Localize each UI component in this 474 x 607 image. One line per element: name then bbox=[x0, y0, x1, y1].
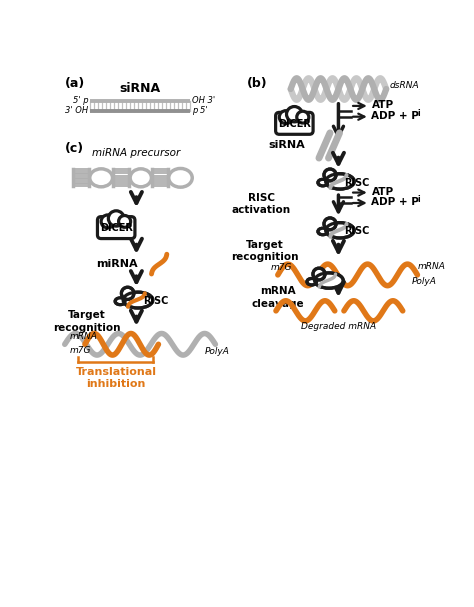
Text: miRNA precursor: miRNA precursor bbox=[92, 148, 181, 158]
Text: mRNA: mRNA bbox=[70, 331, 98, 341]
Ellipse shape bbox=[313, 274, 324, 284]
Ellipse shape bbox=[320, 178, 329, 185]
Circle shape bbox=[313, 268, 325, 280]
Circle shape bbox=[286, 107, 302, 122]
Ellipse shape bbox=[115, 298, 125, 305]
Ellipse shape bbox=[130, 169, 152, 187]
Ellipse shape bbox=[320, 228, 329, 234]
Ellipse shape bbox=[318, 228, 328, 235]
Text: siRNA: siRNA bbox=[269, 140, 305, 150]
Ellipse shape bbox=[90, 169, 112, 187]
Text: OH 3': OH 3' bbox=[192, 97, 215, 106]
Text: (a): (a) bbox=[65, 77, 85, 90]
Text: PolyA: PolyA bbox=[204, 347, 229, 356]
Text: dsRNA: dsRNA bbox=[390, 81, 419, 90]
Text: Target
recognition: Target recognition bbox=[53, 310, 120, 333]
Text: DICER: DICER bbox=[100, 223, 133, 233]
Text: p 5': p 5' bbox=[192, 106, 208, 115]
Ellipse shape bbox=[315, 273, 343, 288]
Text: DICER: DICER bbox=[278, 118, 311, 129]
Text: m7G: m7G bbox=[271, 263, 292, 272]
Text: ADP + P: ADP + P bbox=[372, 111, 419, 121]
Text: i: i bbox=[418, 109, 420, 118]
Text: (b): (b) bbox=[246, 77, 267, 90]
Text: mRNA
cleavage: mRNA cleavage bbox=[252, 287, 304, 309]
Text: ADP + P: ADP + P bbox=[372, 197, 419, 207]
Circle shape bbox=[118, 215, 131, 227]
FancyBboxPatch shape bbox=[275, 112, 313, 134]
Text: m7G: m7G bbox=[70, 346, 91, 355]
Text: (c): (c) bbox=[65, 142, 84, 155]
FancyBboxPatch shape bbox=[98, 217, 135, 239]
Circle shape bbox=[109, 211, 124, 226]
Text: i: i bbox=[418, 195, 420, 205]
Ellipse shape bbox=[326, 223, 354, 238]
Ellipse shape bbox=[118, 297, 127, 304]
Circle shape bbox=[279, 110, 292, 124]
Text: ATP: ATP bbox=[372, 100, 393, 110]
Ellipse shape bbox=[318, 179, 328, 186]
Ellipse shape bbox=[169, 169, 192, 187]
Circle shape bbox=[324, 218, 336, 229]
Text: RISC: RISC bbox=[143, 296, 168, 307]
Circle shape bbox=[121, 287, 134, 299]
Text: RISC
activation: RISC activation bbox=[232, 193, 291, 215]
Ellipse shape bbox=[123, 292, 153, 308]
Ellipse shape bbox=[307, 279, 317, 285]
Text: Translational
inhibition: Translational inhibition bbox=[76, 367, 157, 388]
Text: RISC: RISC bbox=[345, 178, 370, 188]
Text: Target
recognition: Target recognition bbox=[231, 240, 299, 262]
Text: ATP: ATP bbox=[372, 187, 393, 197]
Ellipse shape bbox=[121, 293, 133, 304]
Ellipse shape bbox=[324, 224, 335, 234]
Text: Degraded mRNA: Degraded mRNA bbox=[301, 322, 376, 331]
Circle shape bbox=[297, 111, 309, 123]
Text: miRNA: miRNA bbox=[96, 259, 137, 269]
Text: RISC: RISC bbox=[345, 226, 370, 237]
Text: siRNA: siRNA bbox=[119, 82, 161, 95]
Circle shape bbox=[101, 215, 114, 228]
Ellipse shape bbox=[324, 175, 335, 185]
Circle shape bbox=[324, 169, 336, 181]
Text: mRNA: mRNA bbox=[418, 262, 445, 271]
Ellipse shape bbox=[326, 174, 354, 189]
Text: 3' OH: 3' OH bbox=[65, 106, 88, 115]
Text: PolyA: PolyA bbox=[412, 277, 437, 286]
Text: 5' p: 5' p bbox=[73, 97, 88, 106]
